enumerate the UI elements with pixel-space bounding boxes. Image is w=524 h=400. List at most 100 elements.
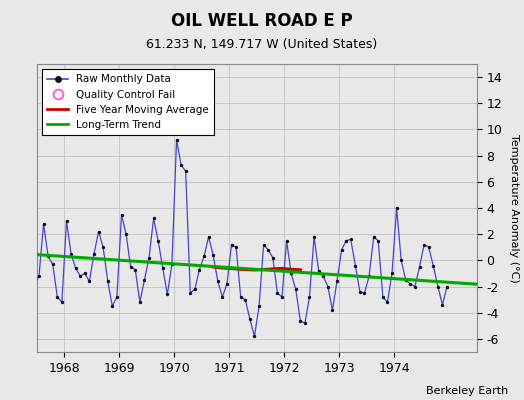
Point <box>269 254 277 261</box>
Point <box>305 294 314 300</box>
Text: 61.233 N, 149.717 W (United States): 61.233 N, 149.717 W (United States) <box>146 38 378 51</box>
Point <box>21 277 29 283</box>
Point <box>44 253 52 260</box>
Point <box>181 168 190 174</box>
Point <box>401 277 410 283</box>
Point <box>191 286 199 292</box>
Point <box>99 244 107 250</box>
Point <box>53 294 61 300</box>
Point <box>117 211 126 218</box>
Point <box>136 299 144 306</box>
Point <box>406 281 414 287</box>
Point <box>154 238 162 244</box>
Point <box>177 162 185 168</box>
Point <box>443 283 451 290</box>
Point <box>291 286 300 292</box>
Point <box>273 290 281 296</box>
Point <box>145 254 153 261</box>
Legend: Raw Monthly Data, Quality Control Fail, Five Year Moving Average, Long-Term Tren: Raw Monthly Data, Quality Control Fail, … <box>42 69 214 135</box>
Point <box>301 320 309 326</box>
Point <box>71 265 80 272</box>
Point <box>12 247 20 253</box>
Point <box>236 294 245 300</box>
Point <box>397 257 406 264</box>
Point <box>379 294 387 300</box>
Point <box>314 268 323 274</box>
Point <box>35 273 43 279</box>
Point <box>85 278 94 284</box>
Point <box>319 273 328 279</box>
Point <box>420 242 428 248</box>
Point <box>241 296 249 303</box>
Point <box>62 218 71 224</box>
Point <box>49 261 57 268</box>
Point <box>287 270 296 277</box>
Point <box>246 316 254 322</box>
Point <box>186 290 194 296</box>
Point <box>90 251 98 257</box>
Point <box>149 215 158 222</box>
Point <box>200 253 208 260</box>
Point <box>310 234 318 240</box>
Point <box>324 283 332 290</box>
Point <box>108 303 116 309</box>
Point <box>104 278 112 284</box>
Point <box>7 211 16 218</box>
Point <box>388 270 396 277</box>
Point <box>411 283 419 290</box>
Point <box>333 278 341 284</box>
Point <box>131 266 139 273</box>
Text: OIL WELL ROAD E P: OIL WELL ROAD E P <box>171 12 353 30</box>
Text: Berkeley Earth: Berkeley Earth <box>426 386 508 396</box>
Point <box>126 264 135 270</box>
Point <box>209 252 217 258</box>
Point <box>26 290 34 296</box>
Point <box>76 273 84 279</box>
Point <box>383 299 391 306</box>
Point <box>172 137 181 143</box>
Point <box>232 244 241 250</box>
Point <box>67 251 75 257</box>
Point <box>346 236 355 243</box>
Point <box>282 238 291 244</box>
Point <box>392 205 401 211</box>
Point <box>255 303 263 309</box>
Point <box>81 270 89 277</box>
Point <box>113 294 121 300</box>
Point <box>218 294 226 300</box>
Point <box>214 278 222 284</box>
Point <box>264 247 272 253</box>
Point <box>369 234 378 240</box>
Point <box>328 307 336 313</box>
Point <box>296 317 304 324</box>
Point <box>58 299 66 306</box>
Point <box>39 220 48 227</box>
Point <box>424 244 433 250</box>
Point <box>342 238 351 244</box>
Point <box>356 288 364 295</box>
Point <box>351 262 359 269</box>
Point <box>159 265 167 272</box>
Point <box>429 262 438 269</box>
Point <box>434 283 442 290</box>
Point <box>204 234 213 240</box>
Point <box>16 268 25 274</box>
Point <box>94 228 103 235</box>
Point <box>140 277 149 283</box>
Point <box>227 242 236 248</box>
Point <box>361 290 369 296</box>
Point <box>438 302 446 308</box>
Point <box>168 261 176 268</box>
Point <box>223 281 231 287</box>
Point <box>416 264 424 270</box>
Point <box>163 291 171 298</box>
Point <box>122 231 130 237</box>
Point <box>365 273 373 279</box>
Point <box>250 333 259 340</box>
Point <box>259 242 268 248</box>
Y-axis label: Temperature Anomaly (°C): Temperature Anomaly (°C) <box>509 134 519 282</box>
Point <box>195 266 204 273</box>
Point <box>374 238 383 244</box>
Point <box>337 247 346 253</box>
Point <box>30 281 39 287</box>
